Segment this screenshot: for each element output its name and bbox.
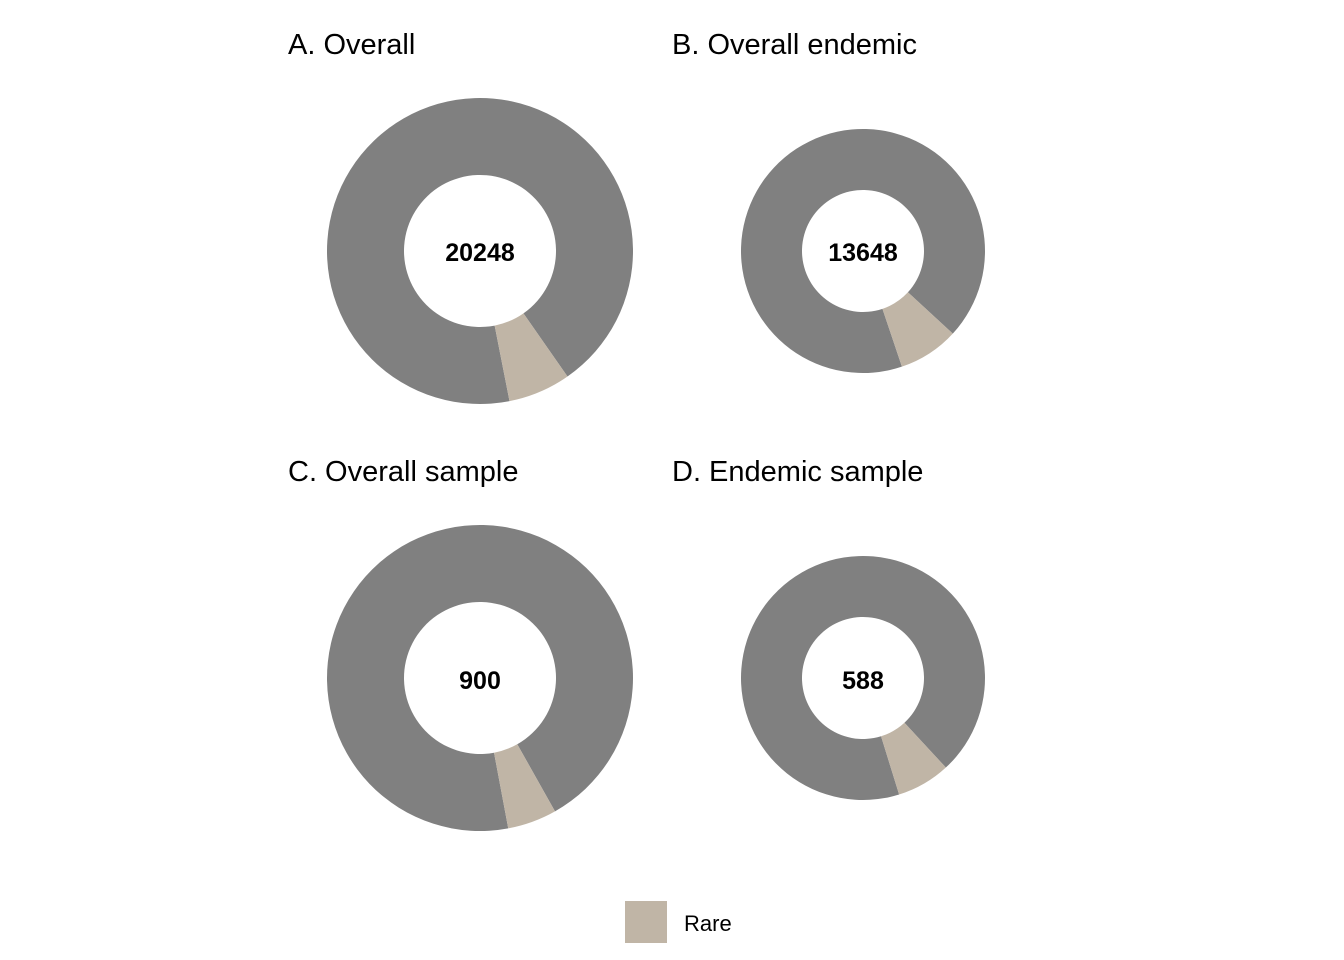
panel-a-center-label: 20248 [445, 239, 515, 267]
panel-a-donut [327, 97, 634, 404]
panel-b-title: B. Overall endemic [672, 29, 917, 61]
donut-slice-other [327, 97, 634, 404]
panel-d-center-label: 588 [842, 667, 884, 695]
donut-slice-rare [881, 722, 946, 795]
panel-d-title: D. Endemic sample [672, 456, 923, 488]
donut-slice-other [327, 525, 633, 832]
panel-c-center-label: 900 [459, 667, 501, 695]
legend: Rare [625, 901, 732, 943]
panel-b-donut [740, 129, 985, 374]
panel-c-donut [327, 525, 633, 832]
panel-c-title: C. Overall sample [288, 456, 518, 488]
donut-slice-other [740, 129, 985, 374]
donut-slice-rare [494, 313, 568, 402]
panel-b-center-label: 13648 [828, 239, 898, 267]
donut-slice-rare [882, 292, 953, 367]
donut-slice-rare [494, 744, 556, 829]
panel-d-donut [741, 556, 985, 800]
legend-swatch-rare [625, 901, 667, 943]
legend-label-rare: Rare [684, 911, 732, 936]
donut-slice-other [741, 556, 985, 800]
panel-a-title: A. Overall [288, 29, 415, 61]
